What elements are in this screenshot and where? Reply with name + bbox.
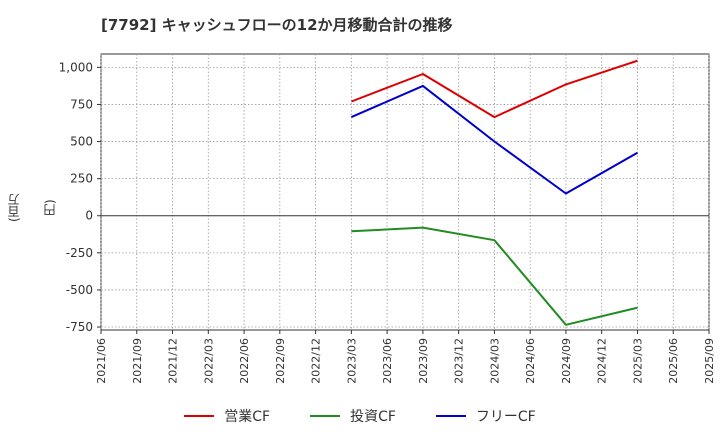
legend-item-1: 営業CF xyxy=(184,406,270,426)
x-tick-label: 2025/06 xyxy=(667,338,680,384)
y-tick-label: -750 xyxy=(66,320,93,334)
x-tick-label: 2022/06 xyxy=(238,338,251,384)
legend-item-2: 投資CF xyxy=(310,406,396,426)
x-tick-label: 2024/12 xyxy=(596,338,609,384)
legend-swatch xyxy=(310,415,341,417)
x-tick-label: 2024/09 xyxy=(560,338,573,384)
y-tick-label: 1,000 xyxy=(59,60,93,74)
series-line-2 xyxy=(351,226,638,326)
y-tick-label: 750 xyxy=(70,97,93,111)
legend-label: フリーCF xyxy=(475,409,536,425)
plot-area xyxy=(100,53,710,331)
legend-label: 投資CF xyxy=(350,409,396,425)
legend: 営業CF 投資CF フリーCF xyxy=(0,404,720,428)
x-tick-label: 2022/12 xyxy=(310,338,323,384)
x-tick-label: 2023/09 xyxy=(417,338,430,384)
y-tick-label: 500 xyxy=(70,135,93,149)
x-tick-label: 2023/06 xyxy=(381,338,394,384)
series-line-3 xyxy=(351,84,638,195)
x-tick-label: 2023/03 xyxy=(345,338,358,384)
y-tick-label: 0 xyxy=(85,209,93,223)
x-tick-label: 2022/09 xyxy=(274,338,287,384)
series-line-1 xyxy=(351,59,638,119)
legend-swatch xyxy=(435,415,466,417)
x-tick-label: 2021/09 xyxy=(131,338,144,384)
legend-label: 営業CF xyxy=(224,409,271,425)
x-tick-label: 2025/03 xyxy=(631,338,644,384)
chart-title: [7792] キャッシュフローの12か月移動合計の推移 xyxy=(101,16,453,34)
x-tick-label: 2022/03 xyxy=(202,338,215,384)
x-tick-label: 2021/06 xyxy=(95,338,108,384)
y-tick-labels: 1,000 750 500 250 0 -250 -500 -750 xyxy=(59,60,101,334)
x-tick-label: 2023/12 xyxy=(453,338,466,384)
y-tick-label: 250 xyxy=(70,172,93,186)
x-tick-labels: 2021/06 2021/09 2021/12 2022/03 2022/06 2022/… xyxy=(95,330,716,384)
grid-lines xyxy=(100,54,710,330)
x-tick-label: 2024/06 xyxy=(524,338,537,384)
legend-swatch xyxy=(184,415,215,417)
x-tick-label: 2025/09 xyxy=(703,338,716,384)
x-tick-label: 2021/12 xyxy=(167,338,180,384)
y-tick-label: -250 xyxy=(66,246,93,260)
y-tick-label: -500 xyxy=(66,283,93,297)
x-tick-label: 2024/03 xyxy=(488,338,501,384)
legend-item-3: フリーCF xyxy=(435,406,536,426)
series-lines xyxy=(351,59,638,326)
